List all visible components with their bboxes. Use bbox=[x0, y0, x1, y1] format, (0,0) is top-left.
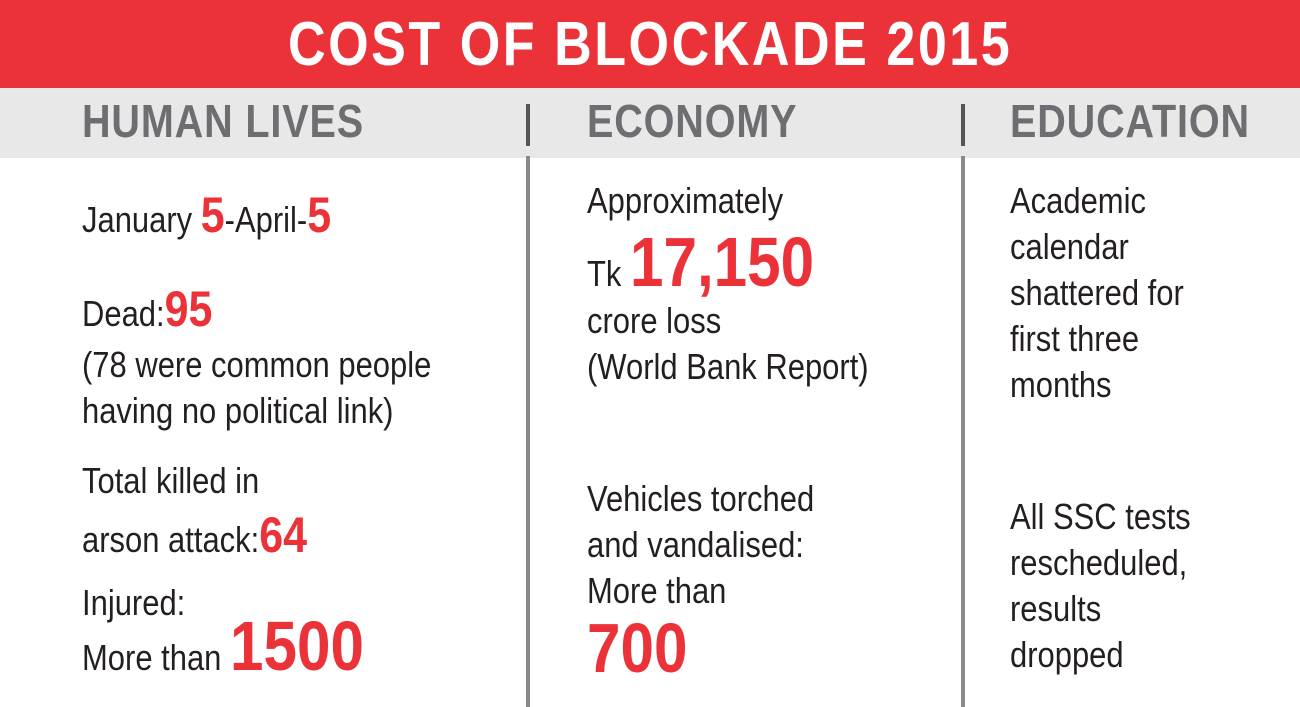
ssc-line3: results bbox=[1010, 588, 1102, 629]
calendar-line3: shattered for bbox=[1010, 272, 1184, 313]
period-line: January 5-April-5 bbox=[82, 187, 332, 243]
loss-source: (World Bank Report) bbox=[587, 346, 869, 387]
period-start-day: 5 bbox=[200, 187, 225, 243]
ssc-line4: dropped bbox=[1010, 634, 1124, 675]
header-banner: COST OF BLOCKADE 2015 bbox=[0, 0, 1300, 88]
economy-heading: ECONOMY bbox=[587, 95, 798, 147]
vehicles-line1: Vehicles torched bbox=[587, 478, 815, 519]
dead-note-line2: having no political link) bbox=[82, 390, 394, 431]
dead-value: 95 bbox=[164, 281, 213, 337]
column-divider-2 bbox=[961, 156, 965, 707]
education-heading: EDUCATION bbox=[1010, 95, 1250, 147]
injured-line2: More than 1500 bbox=[82, 607, 364, 685]
arson-value: 64 bbox=[259, 507, 308, 563]
dead-line: Dead:95 bbox=[82, 281, 213, 337]
header-divider-1 bbox=[526, 104, 530, 146]
arson-line1: Total killed in bbox=[82, 460, 260, 501]
calendar-line5: months bbox=[1010, 364, 1112, 405]
calendar-line2: calendar bbox=[1010, 226, 1129, 267]
loss-value: 17,150 bbox=[630, 223, 815, 301]
loss-line2: Tk 17,150 bbox=[587, 223, 815, 301]
calendar-line1: Academic bbox=[1010, 180, 1146, 221]
loss-line3: crore loss bbox=[587, 300, 722, 341]
arson-line2: arson attack:64 bbox=[82, 507, 308, 563]
vehicles-line3: More than bbox=[587, 570, 727, 611]
human-lives-heading: HUMAN LIVES bbox=[82, 95, 364, 147]
vehicles-value: 700 bbox=[587, 609, 688, 687]
header-divider-2 bbox=[961, 104, 965, 146]
section-header-band bbox=[0, 88, 1300, 158]
period-end-day: 5 bbox=[307, 187, 332, 243]
ssc-line2: rescheduled, bbox=[1010, 542, 1188, 583]
ssc-line1: All SSC tests bbox=[1010, 496, 1191, 537]
injured-value: 1500 bbox=[230, 607, 364, 685]
loss-line1: Approximately bbox=[587, 180, 784, 221]
column-divider-1 bbox=[526, 156, 530, 707]
page-title: COST OF BLOCKADE 2015 bbox=[287, 9, 1013, 79]
vehicles-line2: and vandalised: bbox=[587, 524, 804, 565]
injured-line1: Injured: bbox=[82, 582, 186, 623]
dead-note-line1: (78 were common people bbox=[82, 344, 432, 385]
calendar-line4: first three bbox=[1010, 318, 1140, 359]
